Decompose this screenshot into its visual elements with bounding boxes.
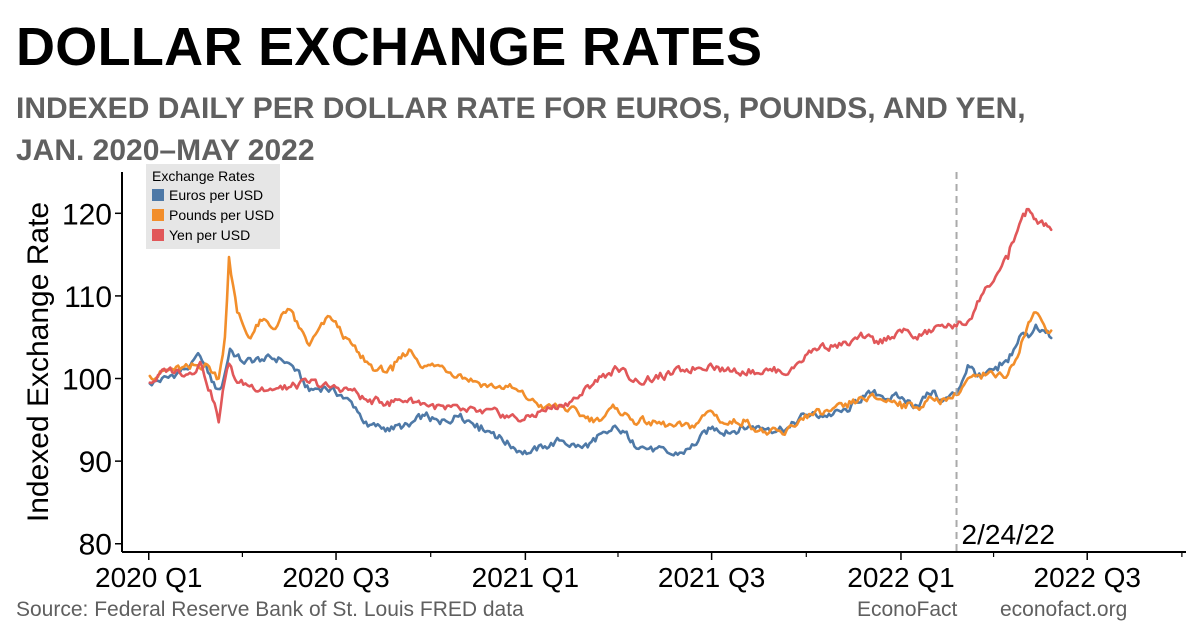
x-tick-label: 2021 Q1 (472, 562, 579, 593)
series-line-pounds (148, 255, 1053, 436)
y-tick-label: 110 (64, 281, 112, 314)
x-tick-label: 2020 Q1 (95, 562, 202, 593)
legend-title: Exchange Rates (152, 168, 255, 184)
legend-item-yen: Yen per USD (152, 225, 274, 245)
series-line-euros (148, 323, 1053, 457)
legend-label-pounds: Pounds per USD (169, 207, 275, 223)
exchange-rate-chart: Indexed Exchange Rate 80 90 100 110 120 2020 … (22, 172, 1186, 593)
legend-swatch-pounds (152, 209, 164, 221)
legend: Exchange Rates Euros per USD Pounds per … (146, 164, 281, 249)
brand-label: EconoFact (857, 598, 958, 621)
annotation-label: 2/24/22 (962, 519, 1055, 550)
y-tick-label: 100 (62, 364, 112, 397)
x-tick-label: 2021 Q3 (658, 562, 765, 593)
x-tick-label: 2022 Q3 (1034, 562, 1141, 593)
y-axis-label: Indexed Exchange Rate (22, 202, 55, 522)
legend-label-yen: Yen per USD (169, 227, 251, 243)
legend-label-euros: Euros per USD (169, 187, 264, 203)
x-tick-label: 2020 Q3 (282, 562, 389, 593)
page-title: DOLLAR EXCHANGE RATES (16, 17, 763, 77)
source-note: Source: Federal Reserve Bank of St. Loui… (16, 598, 524, 621)
x-tick-label: 2022 Q1 (847, 562, 954, 593)
y-tick-label: 80 (79, 529, 112, 562)
subtitle-line-2: JAN. 2020–MAY 2022 (16, 134, 315, 167)
y-tick-label: 90 (79, 446, 112, 479)
legend-swatch-yen (152, 229, 164, 241)
website-label: econofact.org (1000, 598, 1128, 621)
page-subtitle: INDEXED DAILY PER DOLLAR RATE FOR EUROS,… (16, 88, 1196, 172)
legend-swatch-euros (152, 189, 164, 201)
series-line-yen (148, 207, 1053, 424)
y-tick-label: 120 (62, 198, 112, 231)
subtitle-line-1: INDEXED DAILY PER DOLLAR RATE FOR EUROS,… (16, 92, 1026, 125)
legend-item-pounds: Pounds per USD (152, 205, 274, 225)
legend-item-euros: Euros per USD (152, 185, 274, 205)
